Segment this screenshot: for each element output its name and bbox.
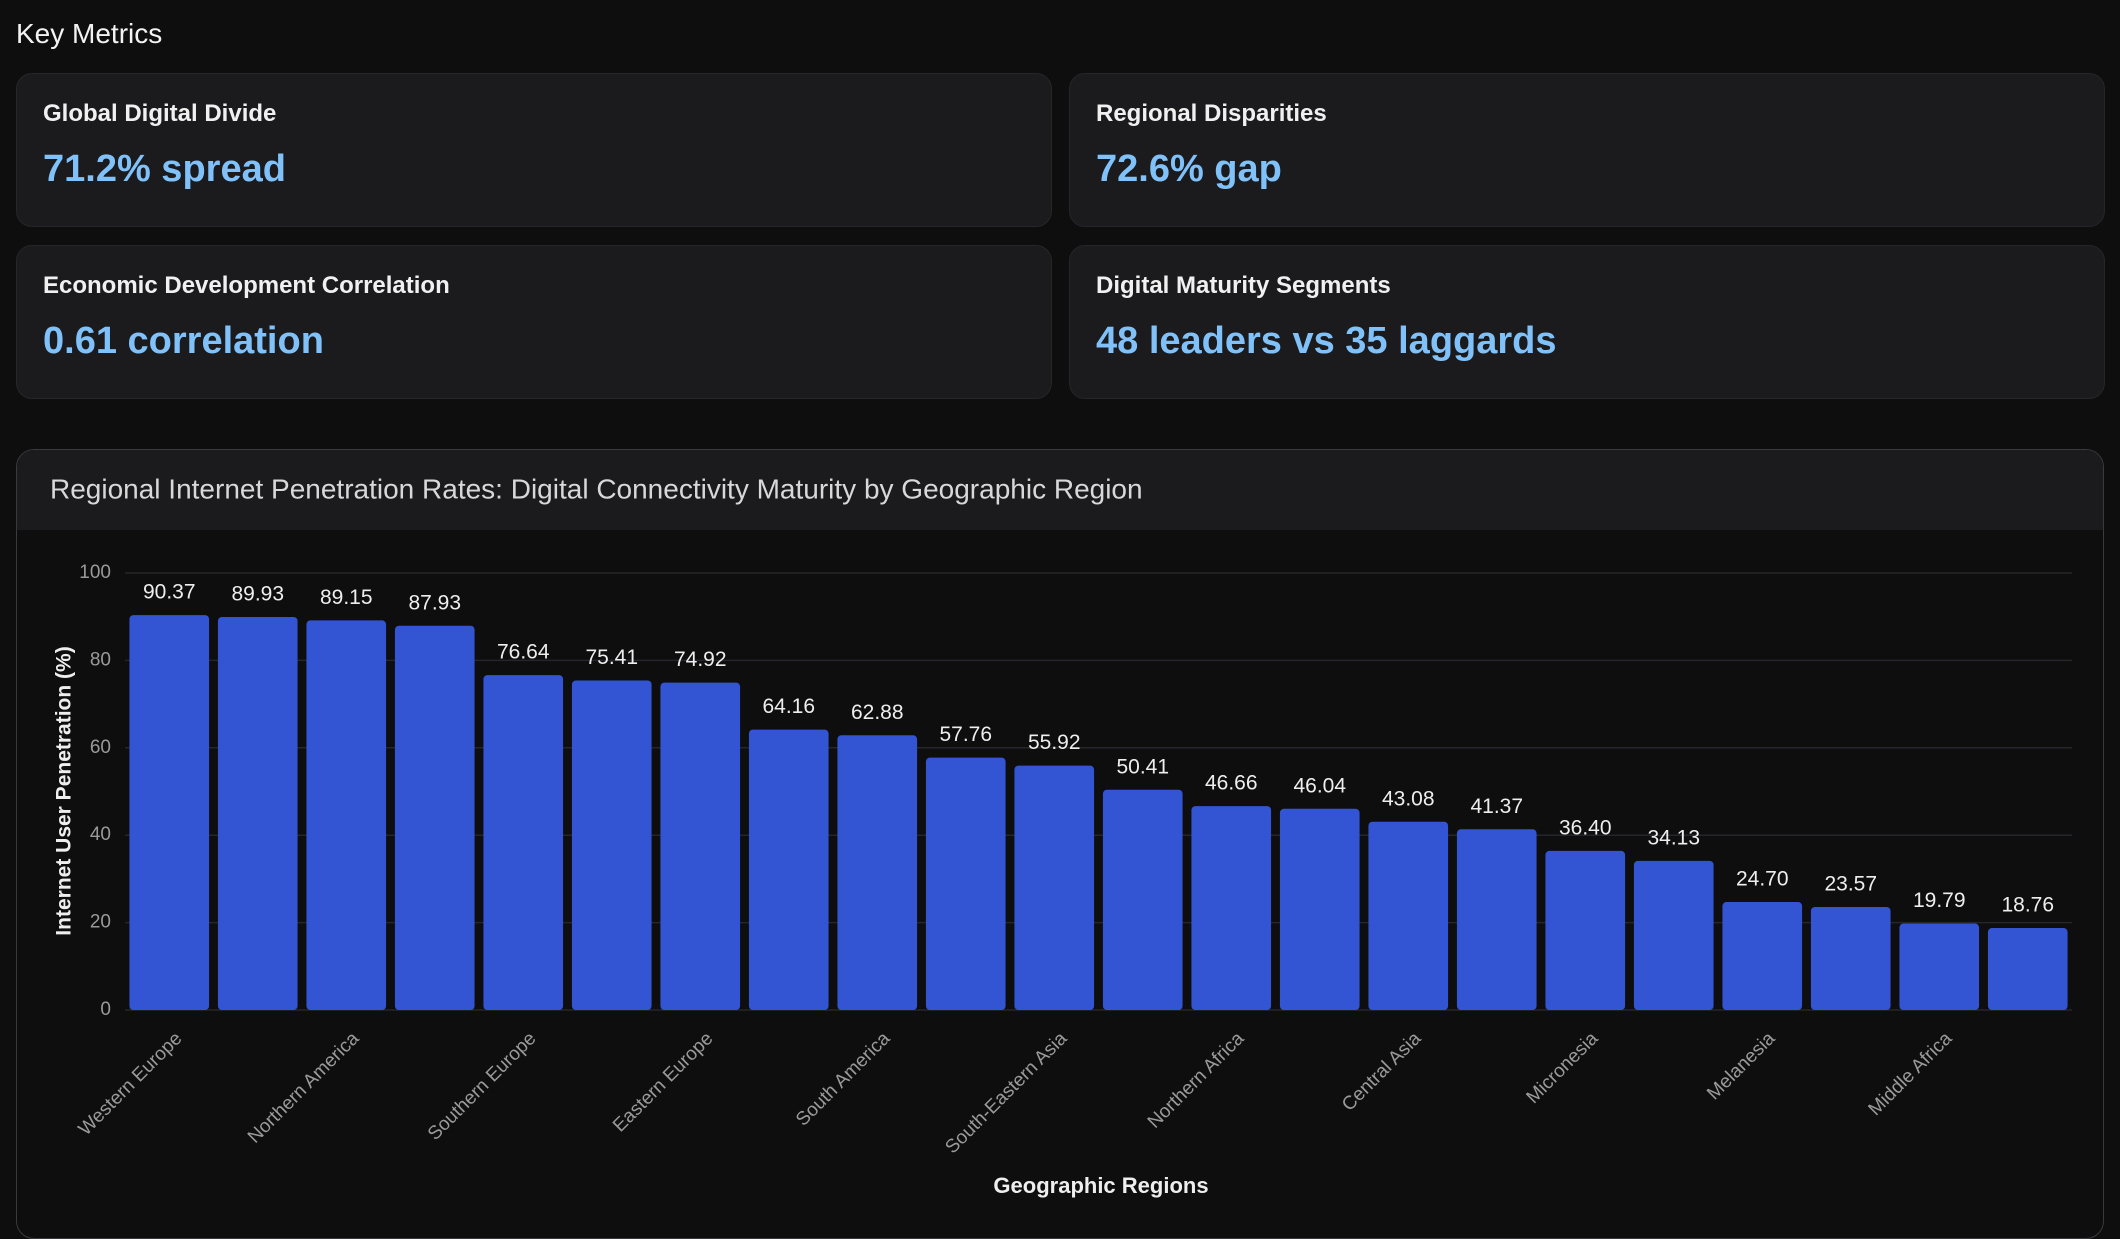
bar xyxy=(1279,808,1360,1010)
metric-card: Regional Disparities 72.6% gap xyxy=(1069,73,2105,227)
chart-title: Regional Internet Penetration Rates: Dig… xyxy=(50,473,1143,504)
value-label: 43.08 xyxy=(1382,787,1435,810)
bar xyxy=(571,680,652,1010)
bar xyxy=(483,675,564,1010)
card-value: 71.2% spread xyxy=(43,148,286,190)
value-label: 46.04 xyxy=(1293,774,1346,797)
card-value: 72.6% gap xyxy=(1096,148,1282,190)
x-tick-label: Northern Africa xyxy=(1144,1028,1249,1133)
bar xyxy=(1722,902,1803,1010)
bar xyxy=(925,757,1006,1010)
bar xyxy=(1987,928,2068,1010)
page: Key Metrics Global Digital Divide 71.2% s… xyxy=(16,18,2105,1239)
card-value: 48 leaders vs 35 laggards xyxy=(1096,320,1557,362)
value-label: 64.16 xyxy=(762,695,815,718)
y-axis-title: Internet User Penetration (%) xyxy=(53,646,76,935)
x-tick-label: South-Eastern Asia xyxy=(941,1028,1071,1158)
value-label: 41.37 xyxy=(1470,795,1523,818)
value-label: 19.79 xyxy=(1913,889,1966,912)
chart-panel: Regional Internet Penetration Rates: Dig… xyxy=(16,449,2104,1239)
value-label: 74.92 xyxy=(674,648,727,671)
metric-card: Global Digital Divide 71.2% spread xyxy=(16,73,1052,227)
bar xyxy=(394,625,475,1010)
x-tick-label: South America xyxy=(792,1028,895,1131)
bar xyxy=(1899,923,1980,1010)
value-label: 50.41 xyxy=(1116,755,1169,778)
value-label: 90.37 xyxy=(143,581,196,604)
value-label: 75.41 xyxy=(585,646,638,669)
y-tick-label: 40 xyxy=(90,824,111,845)
card-value: 0.61 correlation xyxy=(43,320,324,362)
value-label: 46.66 xyxy=(1205,772,1258,795)
value-label: 18.76 xyxy=(2001,894,2054,917)
metric-card: Economic Development Correlation 0.61 cor… xyxy=(16,245,1052,399)
section-title: Key Metrics xyxy=(16,18,163,49)
bar xyxy=(660,682,741,1010)
bar xyxy=(1633,860,1714,1010)
chart-header xyxy=(17,450,2103,530)
x-tick-label: Melanesia xyxy=(1703,1028,1779,1104)
value-label: 23.57 xyxy=(1824,873,1877,896)
card-title: Digital Maturity Segments xyxy=(1096,272,1391,299)
x-tick-label: Eastern Europe xyxy=(609,1028,717,1136)
card-title: Regional Disparities xyxy=(1096,100,1327,127)
card-title: Economic Development Correlation xyxy=(43,272,450,299)
bar xyxy=(837,735,918,1010)
bar xyxy=(1014,765,1095,1010)
bar xyxy=(129,615,210,1010)
bar xyxy=(1102,789,1183,1010)
bar xyxy=(1191,806,1272,1010)
x-tick-label: Micronesia xyxy=(1523,1028,1603,1108)
value-label: 76.64 xyxy=(497,641,550,664)
x-tick-label: Central Asia xyxy=(1338,1028,1426,1116)
x-tick-label: Southern Europe xyxy=(424,1028,540,1144)
bar xyxy=(1545,850,1626,1010)
bar xyxy=(217,617,298,1010)
bar xyxy=(1456,829,1537,1010)
value-label: 57.76 xyxy=(939,723,992,746)
x-tick-label: Northern America xyxy=(244,1028,364,1148)
x-tick-label: Western Europe xyxy=(75,1028,187,1140)
bar xyxy=(306,620,387,1010)
y-tick-label: 20 xyxy=(90,912,111,933)
value-label: 87.93 xyxy=(408,591,461,614)
card-title: Global Digital Divide xyxy=(43,100,277,127)
value-label: 89.15 xyxy=(320,586,373,609)
bar xyxy=(1368,821,1449,1010)
chart: Regional Internet Penetration Rates: Dig… xyxy=(17,450,2103,1198)
y-tick-label: 0 xyxy=(100,999,111,1020)
x-axis-title: Geographic Regions xyxy=(993,1173,1208,1198)
bar xyxy=(748,729,829,1010)
value-label: 24.70 xyxy=(1736,868,1789,891)
value-label: 36.40 xyxy=(1559,816,1612,839)
y-tick-label: 60 xyxy=(90,737,111,758)
y-tick-label: 100 xyxy=(79,562,111,583)
metric-card: Digital Maturity Segments 48 leaders vs 3… xyxy=(1069,245,2105,399)
value-label: 34.13 xyxy=(1647,826,1700,849)
value-label: 55.92 xyxy=(1028,731,1081,754)
value-label: 89.93 xyxy=(231,583,284,606)
value-label: 62.88 xyxy=(851,701,904,724)
x-tick-label: Middle Africa xyxy=(1865,1028,1957,1120)
y-tick-label: 80 xyxy=(90,649,111,670)
bar xyxy=(1810,906,1891,1010)
